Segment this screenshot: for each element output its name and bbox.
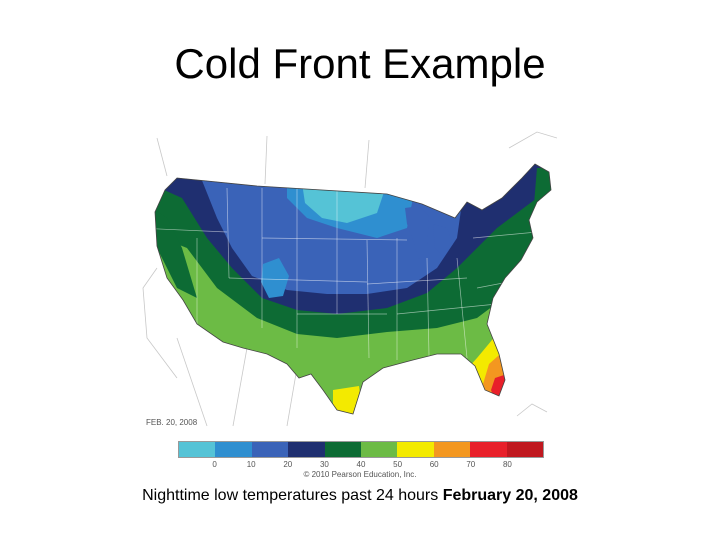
us-map-svg: [142, 131, 558, 427]
legend-swatch: [397, 442, 434, 457]
legend-tick-label: 60: [429, 460, 439, 469]
legend-swatch: [288, 442, 325, 457]
legend-swatch: [361, 442, 398, 457]
legend-swatch: [470, 442, 507, 457]
legend-color-bar: [178, 441, 544, 458]
map-date-stamp: FEB. 20, 2008: [146, 418, 198, 427]
slide-caption: Nighttime low temperatures past 24 hours…: [0, 487, 720, 505]
caption-date: February 20, 2008: [442, 487, 578, 504]
legend-tick-label: 40: [356, 460, 366, 469]
legend-swatch: [324, 442, 362, 457]
legend-tick-label: 80: [502, 460, 512, 469]
legend-swatch: [179, 442, 216, 457]
legend-swatch: [506, 442, 544, 457]
legend-ticks: 0 10 20 30 40 50 60 70 80: [178, 458, 544, 470]
legend-tick-label: 70: [466, 460, 476, 469]
slide-title: Cold Front Example: [174, 40, 546, 87]
copyright-credit: © 2010 Pearson Education, Inc.: [303, 470, 417, 479]
legend-tick-label: 20: [283, 460, 293, 469]
us-outline: [154, 163, 552, 415]
basemap-lines: [142, 131, 558, 427]
legend-swatch: [215, 442, 252, 457]
legend-swatch: [251, 442, 289, 457]
legend-tick-label: 0: [212, 460, 217, 469]
caption-text: Nighttime low temperatures past 24 hours: [142, 487, 443, 504]
legend-tick-label: 50: [393, 460, 403, 469]
temperature-map: [137, 128, 558, 428]
state-borders: [155, 187, 538, 360]
legend-swatch: [433, 442, 471, 457]
legend-tick-label: 30: [319, 460, 329, 469]
legend-tick-label: 10: [246, 460, 256, 469]
temperature-legend: 0 10 20 30 40 50 60 70 80: [178, 441, 544, 470]
temperature-bands: [155, 164, 551, 414]
